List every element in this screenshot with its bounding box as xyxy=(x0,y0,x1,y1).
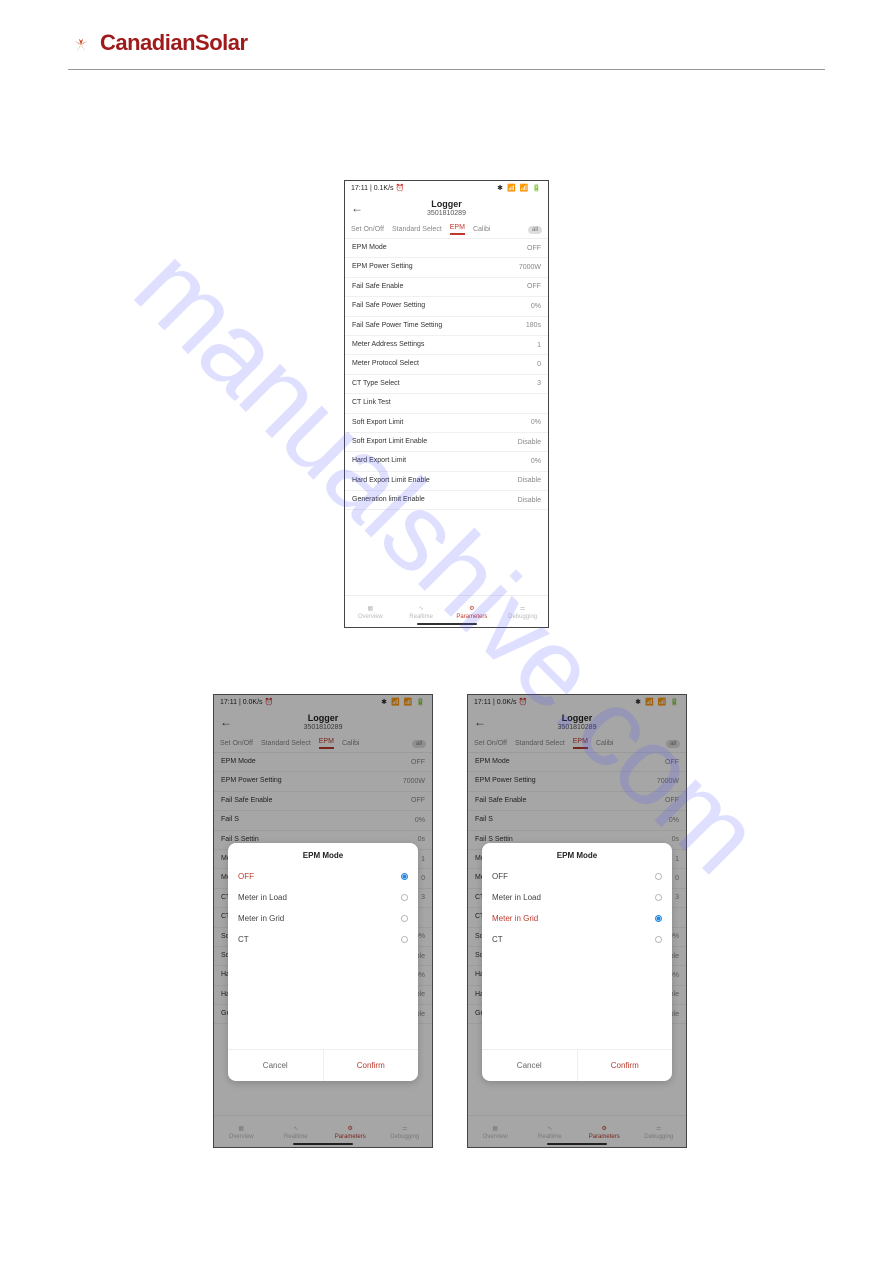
status-bar: 17:11 | 0.0K/s ⏰ ✱ 📶 📶 🔋 xyxy=(214,695,432,709)
row-failsafe-enable[interactable]: Fail Safe EnableOFF xyxy=(345,278,548,297)
bottom-nav: ▦Overview ∿Realtime ⚙Parameters ⚌Debuggi… xyxy=(468,1115,686,1147)
nav-overview[interactable]: ▦Overview xyxy=(345,596,396,627)
home-indicator xyxy=(547,1143,607,1145)
modal-buttons: Cancel Confirm xyxy=(482,1049,672,1081)
tab-standard[interactable]: Standard Select xyxy=(392,226,442,233)
modal-options: OFF Meter in Load Meter in Grid CT xyxy=(228,866,418,1049)
option-meter-load[interactable]: Meter in Load xyxy=(482,887,672,908)
row-ct-type[interactable]: CT Type Select3 xyxy=(345,375,548,394)
status-right: ✱ 📶 📶 🔋 xyxy=(497,184,542,192)
radio-icon xyxy=(401,894,408,901)
status-left: 17:11 | 0.0K/s ⏰ xyxy=(220,698,273,706)
modal-title: EPM Mode xyxy=(228,843,418,866)
option-off[interactable]: OFF xyxy=(482,866,672,887)
radio-icon xyxy=(655,936,662,943)
radio-icon xyxy=(401,873,408,880)
wave-icon: ∿ xyxy=(416,603,426,613)
sun-icon xyxy=(68,30,94,56)
status-bar: 17:11 | 0.1K/s ⏰ ✱ 📶 📶 🔋 xyxy=(345,181,548,195)
nav-debugging[interactable]: ⚌Debugging xyxy=(497,596,548,627)
row-gen-limit-enable[interactable]: Generation limit EnableDisable xyxy=(345,491,548,510)
nav-title: Logger 3501810289 xyxy=(345,199,548,217)
radio-icon xyxy=(655,915,662,922)
phone-screenshot-modal-grid: 17:11 | 0.0K/s ⏰ ✱ 📶 📶 🔋 ← Logger3501810… xyxy=(467,694,687,1148)
home-indicator xyxy=(417,623,477,625)
radio-icon xyxy=(401,915,408,922)
row-hard-limit[interactable]: Hard Export Limit0% xyxy=(345,452,548,471)
nav-header: ← Logger 3501810289 xyxy=(345,195,548,221)
status-right: ✱ 📶 📶 🔋 xyxy=(635,698,680,706)
status-left: 17:11 | 0.0K/s ⏰ xyxy=(474,698,527,706)
nav-debugging[interactable]: ⚌Debugging xyxy=(632,1116,687,1147)
tab-bar: Set On/Off Standard Select EPM Calibi al… xyxy=(214,735,432,753)
row-epm-mode[interactable]: EPM ModeOFF xyxy=(345,239,548,258)
nav-header: ← Logger3501810289 xyxy=(214,709,432,735)
page-title: Logger xyxy=(345,199,548,209)
nav-overview[interactable]: ▦Overview xyxy=(214,1116,269,1147)
modal-title: EPM Mode xyxy=(482,843,672,866)
row-soft-limit[interactable]: Soft Export Limit0% xyxy=(345,414,548,433)
epm-mode-modal: EPM Mode OFF Meter in Load Meter in Grid… xyxy=(228,843,418,1081)
modal-buttons: Cancel Confirm xyxy=(228,1049,418,1081)
radio-icon xyxy=(401,936,408,943)
brand-name: CanadianSolar xyxy=(100,30,248,56)
option-ct[interactable]: CT xyxy=(228,929,418,950)
gear-icon: ⚙ xyxy=(467,603,477,613)
option-meter-grid[interactable]: Meter in Grid xyxy=(228,908,418,929)
row-ct-link[interactable]: CT Link Test xyxy=(345,394,548,413)
bottom-nav: ▦Overview ∿Realtime ⚙Parameters ⚌Debuggi… xyxy=(345,595,548,627)
nav-header: ← Logger3501810289 xyxy=(468,709,686,735)
grid-icon: ▦ xyxy=(365,603,375,613)
phone-screenshot-modal-off: 17:11 | 0.0K/s ⏰ ✱ 📶 📶 🔋 ← Logger3501810… xyxy=(213,694,433,1148)
option-ct[interactable]: CT xyxy=(482,929,672,950)
status-left: 17:11 | 0.1K/s ⏰ xyxy=(351,184,404,192)
radio-icon xyxy=(655,894,662,901)
nav-debugging[interactable]: ⚌Debugging xyxy=(378,1116,433,1147)
epm-mode-modal: EPM Mode OFF Meter in Load Meter in Grid… xyxy=(482,843,672,1081)
cancel-button[interactable]: Cancel xyxy=(228,1050,324,1081)
row-meter-address[interactable]: Meter Address Settings1 xyxy=(345,336,548,355)
tab-pill[interactable]: all xyxy=(528,226,542,234)
radio-icon xyxy=(655,873,662,880)
modal-options: OFF Meter in Load Meter in Grid CT xyxy=(482,866,672,1049)
status-right: ✱ 📶 📶 🔋 xyxy=(381,698,426,706)
confirm-button[interactable]: Confirm xyxy=(324,1050,419,1081)
doc-header: CanadianSolar xyxy=(68,30,825,70)
confirm-button[interactable]: Confirm xyxy=(578,1050,673,1081)
bottom-nav: ▦Overview ∿Realtime ⚙Parameters ⚌Debuggi… xyxy=(214,1115,432,1147)
sliders-icon: ⚌ xyxy=(518,603,528,613)
tab-bar: Set On/Off Standard Select EPM Calibi al… xyxy=(468,735,686,753)
tab-epm[interactable]: EPM xyxy=(450,224,465,235)
status-bar: 17:11 | 0.0K/s ⏰ ✱ 📶 📶 🔋 xyxy=(468,695,686,709)
device-id: 3501810289 xyxy=(345,210,548,217)
option-meter-grid[interactable]: Meter in Grid xyxy=(482,908,672,929)
cancel-button[interactable]: Cancel xyxy=(482,1050,578,1081)
row-failsafe-time[interactable]: Fail Safe Power Time Setting180s xyxy=(345,317,548,336)
nav-overview[interactable]: ▦Overview xyxy=(468,1116,523,1147)
option-meter-load[interactable]: Meter in Load xyxy=(228,887,418,908)
row-hard-limit-enable[interactable]: Hard Export Limit EnableDisable xyxy=(345,472,548,491)
home-indicator xyxy=(293,1143,353,1145)
row-epm-power[interactable]: EPM Power Setting7000W xyxy=(345,258,548,277)
tab-setonoff[interactable]: Set On/Off xyxy=(351,226,384,233)
settings-list: EPM ModeOFF EPM Power Setting7000W Fail … xyxy=(345,239,548,510)
tab-bar: Set On/Off Standard Select EPM Calibi al… xyxy=(345,221,548,239)
row-failsafe-power[interactable]: Fail Safe Power Setting0% xyxy=(345,297,548,316)
row-meter-protocol[interactable]: Meter Protocol Select0 xyxy=(345,355,548,374)
tab-calib[interactable]: Calibi xyxy=(473,226,491,233)
option-off[interactable]: OFF xyxy=(228,866,418,887)
brand-logo: CanadianSolar xyxy=(68,30,825,56)
phone-screenshot-main: 17:11 | 0.1K/s ⏰ ✱ 📶 📶 🔋 ← Logger 350181… xyxy=(344,180,549,628)
row-soft-limit-enable[interactable]: Soft Export Limit EnableDisable xyxy=(345,433,548,452)
